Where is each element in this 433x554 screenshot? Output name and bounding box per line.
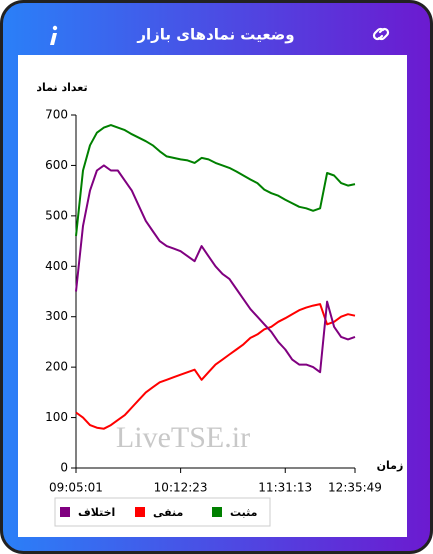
plot: LiveTSE.ir تعداد نماد زمان 0 100 200 300 400 500… <box>36 81 404 527</box>
y-tick-label: 100 <box>45 410 68 424</box>
legend-box <box>54 497 271 527</box>
header-title: وضعیت نمادهای بازار <box>136 26 294 44</box>
y-tick-label: 600 <box>45 158 68 172</box>
content <box>18 55 407 537</box>
y-axis-label: تعداد نماد <box>36 81 87 94</box>
y-tick-label: 700 <box>45 108 68 122</box>
x-axis-label: زمان <box>377 459 404 472</box>
legend-label: منفی <box>153 506 183 519</box>
y-tick-label: 300 <box>45 309 68 323</box>
x-tick-label: 10:12:23 <box>154 481 208 495</box>
legend-swatch <box>60 507 70 517</box>
legend-swatch <box>135 507 145 517</box>
series-line <box>75 124 356 237</box>
y-tick-label: 0 <box>60 461 68 475</box>
info-icon[interactable] <box>50 25 58 45</box>
legend-label: مثبت <box>230 506 257 519</box>
watermark: LiveTSE.ir <box>116 421 250 454</box>
x-tick-label: 11:31:13 <box>258 481 312 495</box>
legend-swatch <box>212 507 222 517</box>
y-tick-label: 400 <box>45 259 68 273</box>
legend-label: اختلاف <box>78 506 115 519</box>
link-icon[interactable] <box>372 27 390 41</box>
x-tick-label: 12:35:49 <box>328 481 382 495</box>
y-tick-label: 500 <box>45 208 68 222</box>
series-line <box>75 164 356 374</box>
x-tick-label: 09:05:01 <box>49 481 103 495</box>
series-line <box>75 303 356 430</box>
y-tick-label: 200 <box>45 360 68 374</box>
